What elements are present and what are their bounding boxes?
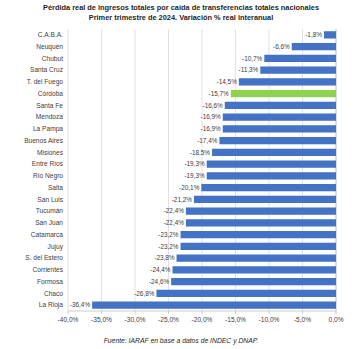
category-label: Buenos Aires	[24, 137, 64, 144]
bar	[186, 207, 336, 214]
data-label: -24,4%	[150, 266, 171, 273]
category-label: Jujuy	[48, 243, 64, 251]
category-label: Santa Cruz	[30, 66, 63, 73]
bar	[92, 301, 336, 308]
category-label: Catamarca	[31, 231, 64, 238]
data-label: -10,7%	[242, 55, 263, 62]
bar	[324, 31, 336, 38]
bar	[212, 149, 336, 156]
data-label: -22,4%	[164, 219, 185, 226]
tick-label: -20,0%	[192, 316, 213, 323]
bar	[173, 266, 336, 273]
tick-mark	[101, 311, 102, 314]
tick-label: -5,0%	[294, 316, 311, 323]
bar	[292, 43, 336, 50]
tick-mark	[68, 311, 69, 314]
data-label: -23,8%	[154, 254, 175, 261]
category-label: Córdoba	[38, 90, 64, 97]
grid-line	[101, 29, 102, 311]
tick-label: -35,0%	[91, 316, 112, 323]
bar	[186, 219, 336, 226]
tick-mark	[302, 311, 303, 314]
bar	[171, 278, 336, 285]
data-label: -15,7%	[209, 90, 230, 97]
data-label: -17,4%	[197, 137, 218, 144]
bar	[194, 196, 336, 203]
category-label: Santa Fe	[36, 102, 63, 109]
bar	[207, 172, 336, 179]
bar	[231, 90, 336, 97]
category-label: Salta	[48, 184, 63, 191]
tick-label: -40,0%	[58, 316, 79, 323]
data-label: -16,9%	[201, 125, 222, 132]
tick-mark	[336, 311, 337, 314]
tick-label: -30,0%	[125, 316, 146, 323]
bar	[219, 137, 336, 144]
data-label: -19,3%	[184, 160, 205, 167]
category-label: San Luis	[37, 196, 63, 203]
bar	[177, 254, 336, 261]
bar	[260, 66, 336, 73]
category-label: Formosa	[37, 278, 63, 285]
data-label: -6,6%	[273, 43, 290, 50]
bar	[201, 184, 336, 191]
category-label: Misiones	[37, 149, 64, 156]
category-label: Chaco	[44, 290, 63, 297]
grid-line	[68, 29, 69, 311]
category-label: C.A.B.A.	[38, 31, 63, 38]
category-label: La Pampa	[33, 125, 63, 133]
tick-label: -25,0%	[158, 316, 179, 323]
tick-mark	[235, 311, 236, 314]
bar	[223, 113, 336, 120]
tick-mark	[269, 311, 270, 314]
data-label: -24,6%	[149, 278, 170, 285]
data-label: -26,8%	[134, 290, 155, 297]
bar	[223, 125, 336, 132]
data-label: -20,1%	[179, 184, 200, 191]
data-label: -14,5%	[217, 78, 238, 85]
x-axis	[68, 311, 336, 312]
bar	[225, 102, 336, 109]
category-label: Río Negro	[33, 172, 63, 180]
data-label: -16,6%	[203, 102, 224, 109]
data-label: -19,3%	[184, 172, 205, 179]
category-label: S. del Estero	[25, 254, 63, 261]
title: Pérdida real de ingresos totales por caí…	[43, 3, 319, 12]
tick-mark	[202, 311, 203, 314]
source: Fuente: IARAF en base a datos de INDEC y…	[104, 337, 259, 345]
bar	[181, 231, 336, 238]
category-label: Neuquén	[36, 43, 63, 51]
tick-label: 0,0%	[328, 316, 343, 323]
data-label: -22,4%	[164, 207, 185, 214]
category-label: Chubut	[42, 55, 63, 62]
data-label: -23,2%	[158, 243, 179, 250]
tick-mark	[135, 311, 136, 314]
category-label: Tucumán	[36, 207, 64, 214]
subtitle: Primer trimestre de 2024. Variación % re…	[89, 13, 273, 22]
category-label: Mendoza	[36, 113, 63, 120]
category-label: Entre Ríos	[32, 160, 64, 167]
bar	[239, 78, 336, 85]
category-label: Corrientes	[33, 266, 64, 273]
bar	[156, 290, 336, 297]
category-label: La Rioja	[39, 301, 64, 309]
chart: Pérdida real de ingresos totales por caí…	[0, 0, 362, 349]
data-label: -11,3%	[239, 66, 259, 73]
grid-line	[135, 29, 136, 311]
tick-mark	[168, 311, 169, 314]
data-label: -21,2%	[172, 196, 193, 203]
data-label: -16,9%	[201, 113, 222, 120]
data-label: -1,8%	[305, 31, 322, 38]
category-label: T. del Fuego	[27, 78, 64, 86]
bar	[181, 243, 336, 250]
bars	[92, 31, 336, 309]
bar	[207, 160, 336, 167]
tick-label: -15,0%	[225, 316, 246, 323]
data-label: -23,2%	[158, 231, 179, 238]
category-label: San Juan	[35, 219, 63, 226]
data-label: -18,5%	[190, 149, 211, 156]
tick-label: -10,0%	[259, 316, 280, 323]
bar	[264, 55, 336, 62]
data-label: -36,4%	[70, 301, 91, 308]
